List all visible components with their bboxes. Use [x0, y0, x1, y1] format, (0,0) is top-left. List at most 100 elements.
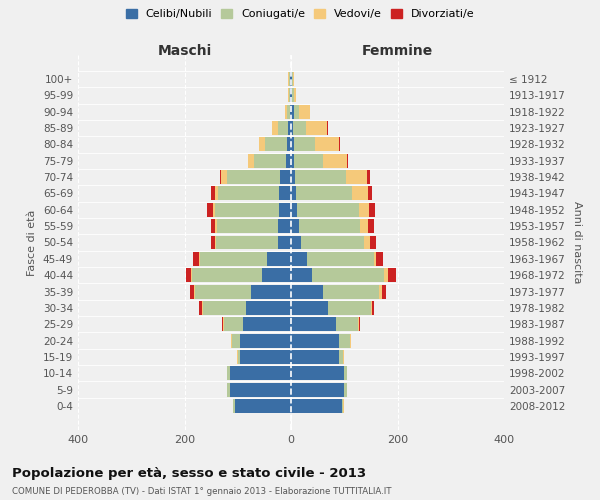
Bar — [223, 318, 224, 331]
Bar — [360, 219, 368, 233]
Bar — [346, 170, 367, 184]
Bar — [291, 203, 298, 216]
Bar — [220, 170, 221, 184]
Bar — [291, 88, 292, 102]
Bar — [246, 301, 291, 315]
Bar — [278, 236, 291, 250]
Bar — [215, 236, 217, 250]
Bar — [293, 121, 306, 135]
Bar — [191, 268, 193, 282]
Bar — [291, 382, 344, 396]
Bar — [293, 104, 299, 118]
Bar — [241, 350, 291, 364]
Bar — [211, 186, 215, 200]
Bar — [232, 334, 241, 347]
Bar — [190, 284, 194, 298]
Bar — [208, 203, 213, 216]
Text: Maschi: Maschi — [157, 44, 212, 58]
Bar — [215, 203, 279, 216]
Bar — [291, 301, 328, 315]
Bar — [291, 399, 341, 413]
Bar — [215, 219, 217, 233]
Bar — [339, 350, 343, 364]
Bar — [293, 154, 323, 168]
Bar — [379, 284, 382, 298]
Bar — [291, 138, 293, 151]
Bar — [203, 301, 246, 315]
Bar — [251, 284, 291, 298]
Bar — [291, 170, 295, 184]
Bar — [352, 186, 368, 200]
Bar — [221, 170, 227, 184]
Bar — [280, 170, 291, 184]
Bar — [248, 154, 254, 168]
Bar — [291, 219, 299, 233]
Bar — [243, 318, 291, 331]
Bar — [199, 252, 200, 266]
Bar — [227, 366, 230, 380]
Bar — [359, 318, 360, 331]
Bar — [347, 154, 348, 168]
Bar — [307, 252, 374, 266]
Bar — [278, 219, 291, 233]
Bar — [291, 284, 323, 298]
Legend: Celibi/Nubili, Coniugati/e, Vedovi/e, Divorziati/e: Celibi/Nubili, Coniugati/e, Vedovi/e, Di… — [122, 6, 478, 22]
Bar — [218, 186, 279, 200]
Bar — [291, 236, 301, 250]
Bar — [279, 203, 291, 216]
Bar — [222, 318, 223, 331]
Bar — [292, 88, 293, 102]
Bar — [364, 236, 370, 250]
Y-axis label: Anni di nascita: Anni di nascita — [572, 201, 582, 284]
Bar — [373, 301, 374, 315]
Bar — [289, 72, 290, 86]
Bar — [224, 318, 243, 331]
Bar — [291, 334, 339, 347]
Bar — [306, 121, 327, 135]
Bar — [368, 186, 373, 200]
Bar — [292, 72, 293, 86]
Bar — [339, 138, 340, 151]
Bar — [382, 284, 386, 298]
Bar — [287, 138, 291, 151]
Bar — [200, 252, 267, 266]
Bar — [291, 186, 296, 200]
Bar — [327, 121, 328, 135]
Bar — [233, 399, 235, 413]
Bar — [215, 186, 218, 200]
Bar — [291, 121, 293, 135]
Bar — [368, 219, 374, 233]
Bar — [284, 104, 287, 118]
Bar — [371, 301, 373, 315]
Bar — [267, 252, 291, 266]
Bar — [323, 284, 379, 298]
Bar — [293, 88, 296, 102]
Bar — [193, 252, 199, 266]
Bar — [202, 301, 203, 315]
Bar — [315, 138, 339, 151]
Bar — [211, 236, 215, 250]
Bar — [358, 318, 359, 331]
Bar — [384, 268, 388, 282]
Bar — [367, 170, 370, 184]
Bar — [272, 121, 278, 135]
Bar — [299, 104, 310, 118]
Bar — [376, 252, 383, 266]
Bar — [254, 154, 286, 168]
Bar — [291, 72, 292, 86]
Bar — [295, 170, 346, 184]
Bar — [290, 88, 291, 102]
Bar — [289, 88, 290, 102]
Bar — [388, 268, 397, 282]
Bar — [287, 104, 290, 118]
Bar — [235, 399, 291, 413]
Bar — [296, 186, 352, 200]
Bar — [186, 268, 191, 282]
Bar — [199, 301, 202, 315]
Bar — [230, 366, 291, 380]
Bar — [291, 366, 344, 380]
Bar — [278, 121, 289, 135]
Bar — [291, 104, 293, 118]
Text: Femmine: Femmine — [362, 44, 433, 58]
Bar — [227, 170, 280, 184]
